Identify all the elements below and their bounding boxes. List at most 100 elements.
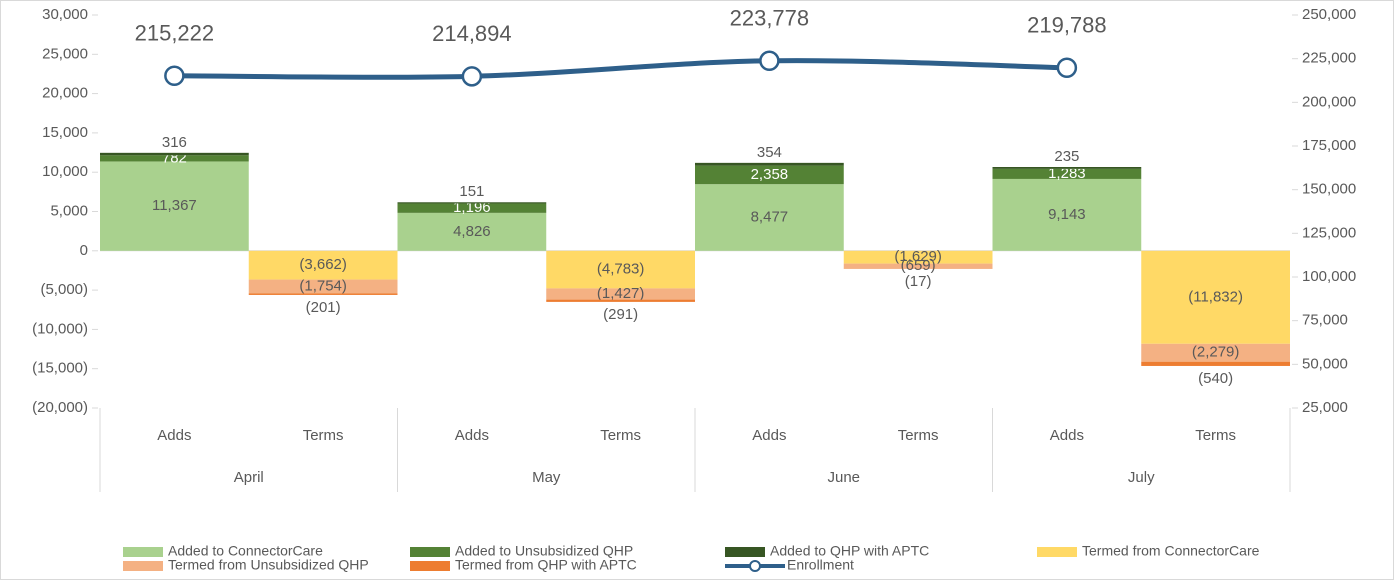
data-label: 354	[757, 144, 782, 161]
bar-segment	[1141, 361, 1290, 366]
legend-swatch	[1037, 547, 1077, 557]
bar-segment	[100, 152, 249, 156]
y-tick-label: 15,000	[42, 124, 88, 141]
x-tick-label: Adds	[455, 427, 489, 444]
enrollment-marker	[759, 50, 780, 72]
data-label: 8,477	[751, 208, 789, 225]
bar-segment	[248, 293, 398, 295]
y-tick-label: (20,000)	[32, 399, 88, 416]
data-label: (201)	[306, 299, 341, 316]
legend-label: Added to QHP with APTC	[770, 543, 929, 559]
y2-tick-label: 75,000	[1302, 312, 1348, 329]
y2-tick-label: 250,000	[1302, 6, 1356, 23]
bar-segment	[100, 155, 249, 162]
bar-segment	[695, 184, 844, 251]
y-tick-label: 25,000	[42, 45, 88, 62]
enrollment-label: 219,788	[1027, 13, 1107, 38]
bar-segment	[397, 202, 547, 204]
group-label: April	[234, 469, 264, 486]
y-tick-label: (10,000)	[32, 320, 88, 337]
data-label: 1,283	[1048, 165, 1086, 182]
group-label: May	[532, 469, 561, 486]
bar-segment	[843, 250, 993, 264]
x-tick-label: Adds	[1050, 427, 1084, 444]
x-tick-label: Terms	[898, 427, 939, 444]
x-tick-label: Adds	[157, 427, 191, 444]
legend-label: Termed from ConnectorCare	[1082, 543, 1260, 559]
x-tick-label: Terms	[303, 427, 344, 444]
data-label: 1,196	[453, 199, 491, 216]
legend-swatch	[410, 547, 450, 557]
bar-segment	[992, 167, 1142, 169]
data-label: (4,783)	[597, 261, 645, 278]
y-tick-label: (5,000)	[40, 281, 88, 298]
bar-segment	[1141, 250, 1290, 344]
bar-segment	[397, 212, 547, 251]
y2-tick-label: 175,000	[1302, 137, 1356, 154]
enrollment-line	[174, 58, 1067, 80]
bar-segment	[1141, 343, 1290, 362]
data-label: 9,143	[1048, 206, 1086, 223]
y-tick-label: 5,000	[50, 202, 88, 219]
data-label: 235	[1054, 148, 1079, 165]
bar-segment	[546, 299, 695, 302]
bar-segment	[546, 250, 695, 289]
y-tick-label: (15,000)	[32, 360, 88, 377]
enrollment-label: 223,778	[730, 6, 810, 31]
data-label: 782	[162, 149, 187, 166]
legend-swatch	[123, 561, 163, 571]
legend-swatch	[725, 547, 765, 557]
y2-tick-label: 225,000	[1302, 50, 1356, 67]
legend-label: Added to Unsubsidized QHP	[455, 543, 633, 559]
x-tick-label: Adds	[752, 427, 786, 444]
y2-tick-label: 50,000	[1302, 355, 1348, 372]
enrollment-marker	[461, 66, 483, 87]
legend-label: Termed from Unsubsidized QHP	[168, 557, 369, 573]
enrollment-label: 215,222	[135, 21, 215, 46]
bar-segment	[248, 250, 398, 280]
y2-tick-label: 100,000	[1302, 268, 1356, 285]
group-label: July	[1128, 469, 1155, 486]
bar-segment	[100, 161, 249, 251]
legend-label: Enrollment	[787, 557, 854, 573]
bar-segment	[248, 279, 398, 294]
legend-label: Added to ConnectorCare	[168, 543, 323, 559]
enrollment-label: 214,894	[432, 21, 512, 46]
legend-swatch	[123, 547, 163, 557]
x-tick-label: Terms	[1195, 427, 1236, 444]
bar-segment	[546, 288, 695, 300]
data-label: 316	[162, 134, 187, 151]
y-tick-label: 0	[80, 242, 88, 259]
data-label: (540)	[1198, 370, 1233, 387]
legend-marker	[749, 560, 761, 572]
data-label: (1,427)	[597, 285, 645, 302]
bar-segment	[992, 168, 1142, 179]
data-label: (11,832)	[1188, 288, 1243, 305]
data-label: (3,662)	[299, 256, 347, 273]
legend-swatch	[410, 561, 450, 571]
y-tick-label: 10,000	[42, 163, 88, 180]
y2-tick-label: 150,000	[1302, 181, 1356, 198]
legend-label: Termed from QHP with APTC	[455, 557, 637, 573]
data-label: (291)	[603, 306, 638, 323]
data-label: (1,754)	[299, 277, 347, 294]
data-label: (2,279)	[1192, 344, 1240, 361]
bar-segment	[397, 203, 547, 213]
data-label: (1,629)	[894, 248, 942, 265]
y-tick-label: 20,000	[42, 85, 88, 102]
y2-tick-label: 125,000	[1302, 224, 1356, 241]
data-label: (659)	[901, 257, 936, 274]
bar-segment	[695, 165, 844, 185]
bar-segment	[992, 178, 1142, 251]
data-label: 2,358	[751, 166, 789, 183]
bar-segment	[843, 263, 993, 269]
group-label: June	[827, 469, 860, 486]
enrollment-marker	[164, 65, 185, 86]
data-label: (17)	[905, 273, 932, 290]
enrollment-marker	[1056, 57, 1078, 79]
y2-tick-label: 200,000	[1302, 93, 1356, 110]
y2-tick-label: 25,000	[1302, 399, 1348, 416]
data-label: 151	[459, 183, 484, 200]
data-label: 11,367	[152, 197, 197, 214]
